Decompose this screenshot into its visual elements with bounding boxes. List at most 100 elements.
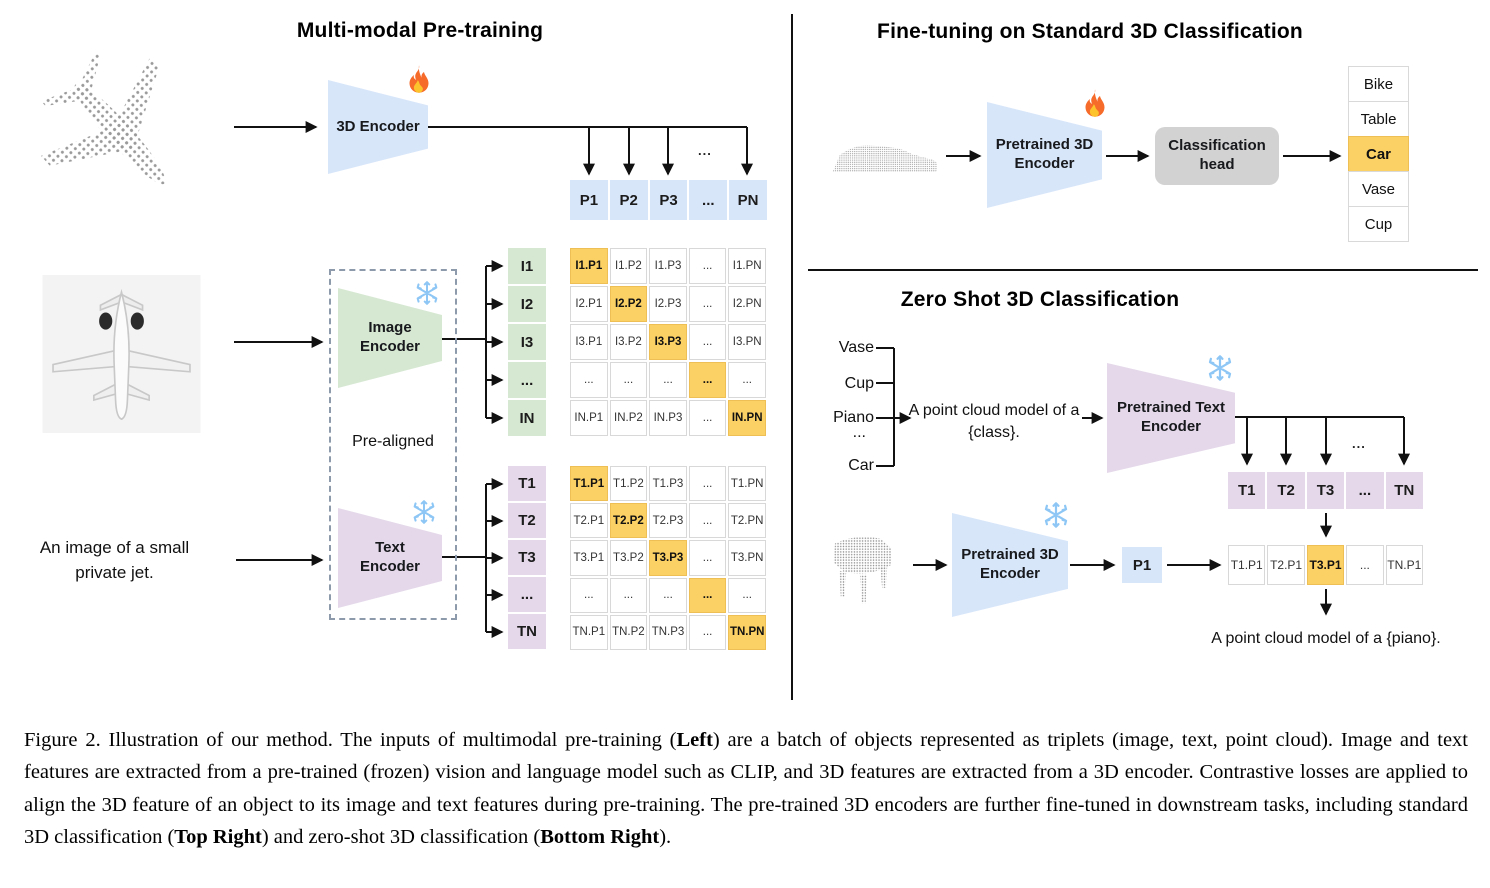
text-similarity-cell: ... — [728, 577, 766, 613]
zs-similarity-cell: T1.P1 — [1228, 545, 1266, 585]
candidate-class-label: Vase — [838, 339, 874, 356]
image-similarity-cell: ... — [728, 362, 766, 398]
pre-aligned-box — [329, 269, 457, 620]
fire-icon — [1085, 89, 1105, 117]
image-similarity-cell: I1.P3 — [649, 248, 687, 284]
text-similarity-cell: T1.P2 — [609, 466, 648, 502]
fire-icon — [409, 65, 429, 93]
airplane-point-cloud — [40, 51, 166, 185]
text-feature-cell: ... — [508, 577, 546, 612]
car-point-cloud — [832, 145, 938, 172]
candidate-class-label: Piano — [833, 409, 874, 426]
class-prediction-list: Bike Table Car Vase Cup — [1348, 66, 1409, 242]
image-similarity-cell: ... — [688, 286, 727, 322]
image-similarity-cell: IN.PN — [728, 400, 766, 436]
pretrained-3d-encoder-label: Pretrained 3D Encoder — [995, 136, 1094, 172]
text-feature-column: T1 T2 T3... TN — [508, 466, 546, 649]
text-similarity-cell: T1.P3 — [649, 466, 687, 502]
text-input-caption: An image of a small private jet. — [39, 538, 190, 582]
text-similarity-cell: ... — [649, 577, 687, 613]
class-cell: Bike — [1348, 66, 1409, 102]
text-feature-row: T1 T2 T3... TN — [1228, 472, 1423, 509]
class-cell: Car — [1348, 136, 1409, 172]
finetune-panel-title: Fine-tuning on Standard 3D Classificatio… — [877, 20, 1303, 43]
image-similarity-cell: I3.PN — [728, 324, 766, 360]
candidate-class-list: Vase Cup Piano... Car — [812, 0, 874, 500]
zs-text-feature-cell: T2 — [1267, 472, 1305, 509]
encoder-3d-label: 3D Encoder — [336, 117, 420, 135]
prompt-template-text: A point cloud model of a {class}. — [908, 402, 1080, 442]
pretrained-3d-encoder-label: Pretrained 3D Encoder — [961, 546, 1059, 582]
text-similarity-cell: T1.P1 — [570, 466, 608, 502]
candidate-class-label: ... — [852, 424, 866, 441]
text-similarity-cell: ... — [688, 577, 727, 613]
class-cell: Table — [1348, 101, 1409, 137]
encoder-3d: 3D Encoder — [328, 80, 428, 174]
image-similarity-cell: IN.P3 — [649, 400, 687, 436]
image-similarity-cell: ... — [688, 324, 727, 360]
image-similarity-cell: I1.P1 — [570, 248, 608, 284]
image-similarity-cell: I1.P2 — [609, 248, 648, 284]
candidate-class-label: Cup — [844, 375, 874, 392]
text-feature-cell: T2 — [508, 503, 546, 538]
text-similarity-cell: ... — [688, 540, 727, 576]
image-similarity-cell: I3.P3 — [649, 324, 687, 360]
image-similarity-cell: ... — [570, 362, 608, 398]
p1-label: P1 — [1132, 556, 1152, 574]
text-encoder-label: Text Encoder — [359, 539, 420, 575]
snowflake-icon — [416, 281, 438, 305]
zs-text-feature-cell: T3 — [1306, 472, 1345, 509]
text-point-similarity-matrix: T1.P1 T1.P2 T1.P3... T1.PN T2.P1 T2.P2 T2.P3..… — [570, 466, 766, 650]
piano-point-cloud — [833, 536, 892, 604]
text-similarity-cell: ... — [688, 503, 727, 539]
pretrained-text-encoder-label: Pretrained Text Encoder — [1116, 399, 1226, 435]
t-bus-ellipsis: ... — [1352, 436, 1366, 451]
caption-segment: ) are a batch of objects represented as … — [24, 729, 1468, 849]
caption-bold-segment: Bottom Right — [540, 826, 660, 849]
image-feature-cell: I2 — [508, 286, 546, 322]
text-similarity-cell: T1.PN — [728, 466, 766, 502]
image-similarity-cell: ... — [649, 362, 687, 398]
similarity-row: T1.P1 T2.P1 T3.P1... TN.P1 — [1228, 545, 1423, 585]
figure-caption: Figure 2. Illustration of our method. Th… — [24, 724, 1468, 854]
image-feature-cell: I3 — [508, 324, 546, 360]
text-similarity-cell: T2.P1 — [570, 503, 608, 539]
snowflake-icon — [1044, 502, 1068, 528]
classification-head-label: Classification head — [1168, 137, 1266, 173]
snowflake-icon — [413, 500, 435, 524]
text-similarity-cell: T3.P1 — [570, 540, 608, 576]
image-similarity-cell: I2.P3 — [649, 286, 687, 322]
p-feature-cell: P1 — [570, 180, 608, 220]
text-similarity-cell: T3.P2 — [609, 540, 648, 576]
caption-bold-segment: Top Right — [174, 826, 262, 849]
zs-similarity-cell: T3.P1 — [1306, 545, 1345, 585]
text-feature-cell: T3 — [508, 540, 546, 575]
image-feature-cell: I1 — [508, 248, 546, 284]
text-similarity-cell: T2.PN — [728, 503, 766, 539]
image-feature-cell: IN — [508, 400, 546, 436]
image-similarity-cell: ... — [688, 400, 727, 436]
image-feature-column: I1 I2 I3... IN — [508, 248, 546, 436]
text-similarity-cell: ... — [609, 577, 648, 613]
image-similarity-cell: I2.P2 — [609, 286, 648, 322]
zeroshot-result-text: A point cloud model of a {piano}. — [1211, 630, 1441, 647]
classification-head: Classification head — [1155, 127, 1279, 185]
text-similarity-cell: T2.P2 — [609, 503, 648, 539]
caption-segment: ) and zero-shot 3D classification ( — [261, 826, 541, 849]
image-point-similarity-matrix: I1.P1 I1.P2 I1.P3... I1.PN I2.P1 I2.P2 I2.P3..… — [570, 248, 766, 436]
zs-text-feature-cell: TN — [1385, 472, 1423, 509]
text-similarity-cell: TN.PN — [728, 614, 766, 650]
airplane-image — [42, 275, 201, 433]
text-similarity-cell: ... — [570, 577, 608, 613]
zeroshot-panel-title: Zero Shot 3D Classification — [900, 288, 1180, 311]
text-similarity-cell: T3.P3 — [649, 540, 687, 576]
p-bus-ellipsis: ... — [698, 143, 712, 158]
snowflake-icon — [1208, 355, 1232, 381]
left-panel-title: Multi-modal Pre-training — [296, 19, 544, 42]
pre-aligned-label: Pre-aligned — [352, 433, 434, 450]
zs-similarity-cell: ... — [1346, 545, 1384, 585]
image-similarity-cell: I2.PN — [728, 286, 766, 322]
p1-feature-cell: P1 — [1122, 547, 1162, 583]
text-similarity-cell: T2.P3 — [649, 503, 687, 539]
